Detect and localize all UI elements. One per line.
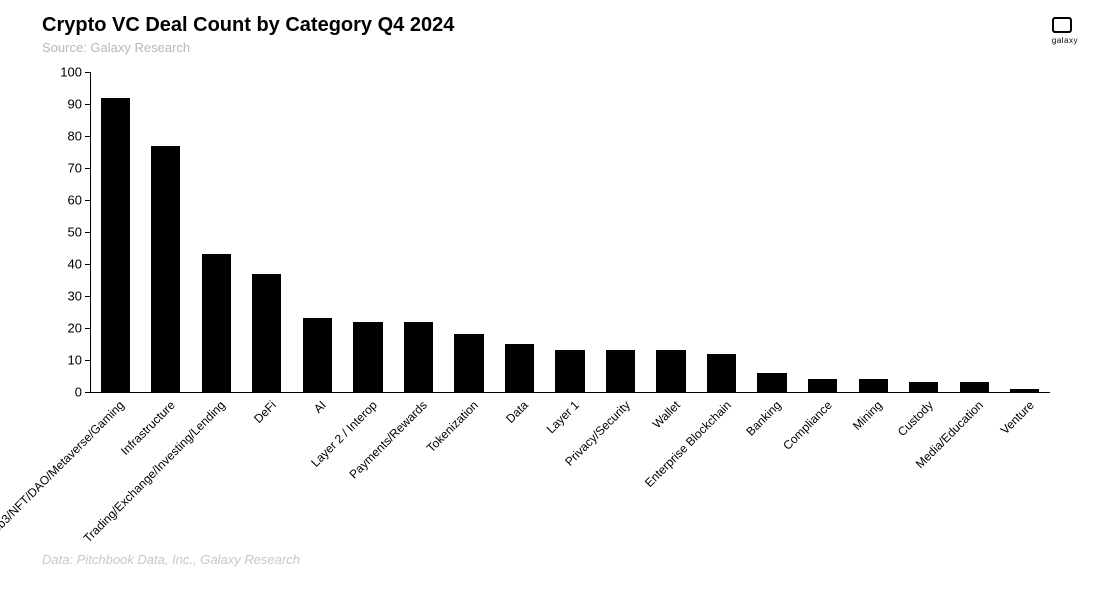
x-tick-label: Mining [850,398,885,433]
y-tick-label: 70 [68,161,82,176]
y-tick [85,360,90,361]
chart-footer: Data: Pitchbook Data, Inc., Galaxy Resea… [42,552,300,567]
y-tick [85,200,90,201]
x-tick-label: Banking [743,398,784,439]
bar [707,354,736,392]
galaxy-logo: galaxy [1052,16,1078,45]
y-tick [85,328,90,329]
galaxy-logo-label: galaxy [1052,36,1078,45]
y-tick-label: 10 [68,353,82,368]
bar [1010,389,1039,392]
bar [303,318,332,392]
x-tick-label: Enterprise Blockchain [642,398,734,490]
bar [757,373,786,392]
x-tick-label: Custody [895,398,936,439]
x-tick-label: Layer 1 [544,398,582,436]
y-tick-label: 0 [75,385,82,400]
y-tick-label: 60 [68,193,82,208]
y-tick [85,136,90,137]
y-axis [90,72,91,392]
x-tick-label: Data [504,398,532,426]
y-tick [85,72,90,73]
x-tick-label: DeFi [251,398,279,426]
galaxy-logo-icon [1052,16,1072,34]
chart-title: Crypto VC Deal Count by Category Q4 2024 [42,14,454,37]
x-tick-label: AI [311,398,329,416]
bar [252,274,281,392]
x-tick-label: Compliance [780,398,835,453]
bar [960,382,989,392]
y-tick [85,104,90,105]
bar [404,322,433,392]
bar [859,379,888,392]
x-axis [90,392,1050,393]
y-tick-label: 20 [68,321,82,336]
y-tick [85,392,90,393]
y-tick [85,296,90,297]
y-tick [85,168,90,169]
bar [454,334,483,392]
bar [151,146,180,392]
y-tick-label: 100 [60,65,82,80]
bar [555,350,584,392]
y-tick-label: 40 [68,257,82,272]
bar [505,344,534,392]
bar [909,382,938,392]
y-tick-label: 30 [68,289,82,304]
x-tick-label: Venture [997,398,1036,437]
y-tick-label: 90 [68,97,82,112]
y-tick [85,264,90,265]
y-tick [85,232,90,233]
chart-container: Crypto VC Deal Count by Category Q4 2024… [0,0,1100,589]
y-tick-label: 50 [68,225,82,240]
plot-area: 0102030405060708090100Web3/NFT/DAO/Metav… [90,72,1050,392]
y-tick-label: 80 [68,129,82,144]
bar [606,350,635,392]
bar [353,322,382,392]
x-tick-label: Tokenization [424,398,481,455]
bar [101,98,130,392]
bar [202,254,231,392]
x-tick-label: Wallet [650,398,683,431]
chart-subtitle: Source: Galaxy Research [42,40,190,55]
bar [656,350,685,392]
bar [808,379,837,392]
